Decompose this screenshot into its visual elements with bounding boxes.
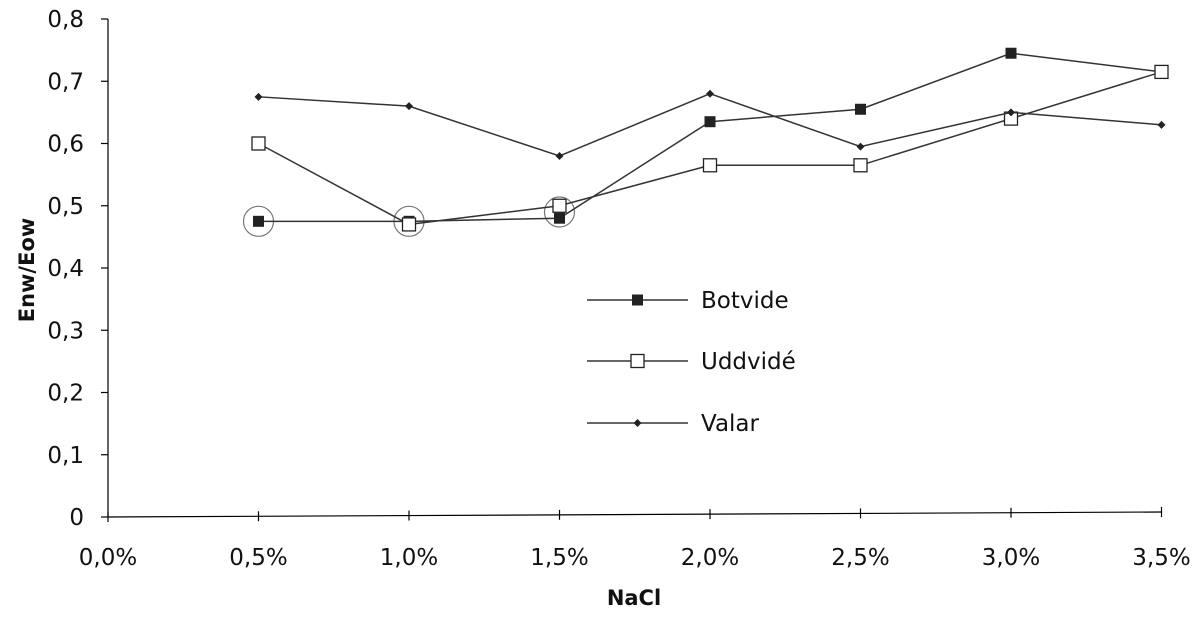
x-tick-label: 1,0% [380,545,438,571]
data-point [853,158,868,173]
data-point [1007,108,1015,117]
data-point [401,217,417,232]
y-tick-label: 0,2 [47,381,84,407]
data-point [702,158,718,173]
data-point [251,136,266,151]
x-tick-label: 1,5% [530,545,588,571]
y-axis-title: Enw/Eow [15,218,39,323]
legend-label: Botvide [701,288,789,314]
x-tick-label: 3,5% [1132,545,1190,571]
data-point [405,102,413,111]
y-tick-label: 0,6 [47,132,84,158]
data-point [554,212,565,224]
legend-label: Uddvidé [701,349,796,375]
x-tick-label: 2,5% [831,545,889,571]
data-point [856,142,865,151]
data-point [1157,120,1166,129]
y-tick-label: 0 [69,505,84,531]
series-line [258,52,1162,223]
y-axis: 0 0,1 0,2 0,3 0,4 0,5 0,6 0,7 0,8 [47,7,109,531]
x-tick-label: 0,5% [229,545,287,571]
y-tick-label: 0,1 [47,443,84,469]
data-point [855,103,866,115]
y-tick-label: 0,4 [47,256,84,282]
data-point [1005,47,1017,59]
legend-marker [633,419,642,427]
legend: Botvide Uddvidé Valar [587,288,796,437]
x-tick-label: 0,0% [79,545,137,571]
circle-annotation [543,196,576,228]
y-tick-label: 0,7 [47,69,84,95]
series-group [251,47,1169,232]
data-point [555,151,564,160]
y-tick-label: 0,8 [47,7,84,33]
data-point [1154,64,1169,80]
data-point [552,198,567,213]
y-tick-label: 0,5 [47,194,84,220]
y-tick-label: 0,3 [47,318,84,344]
series-3 [254,89,1166,160]
x-axis-line [107,511,1162,518]
series-1 [253,47,1167,227]
x-tick-label: 2,0% [681,545,739,571]
data-point [253,215,264,227]
legend-marker [630,353,645,369]
data-point [254,92,263,101]
legend-label: Valar [701,411,760,437]
data-point [704,116,716,128]
data-point [706,89,714,98]
legend-marker [632,294,643,306]
series-2 [251,64,1169,232]
x-axis: 0,0% 0,5% 1,0% 1,5% 2,0% 2,5% 3,0% 3,5% [79,507,1191,571]
x-axis-title: NaCl [607,586,661,610]
x-tick-label: 3,0% [982,545,1040,571]
